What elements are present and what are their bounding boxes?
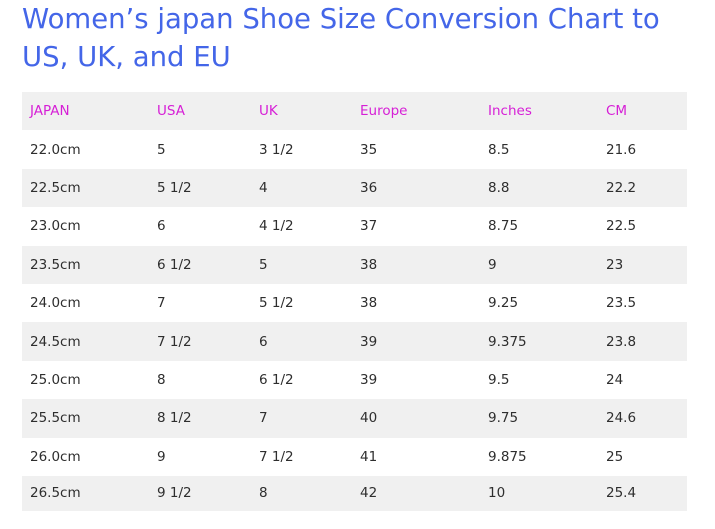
cell-usa: 7 1/2 bbox=[149, 322, 251, 361]
table-row: 25.0cm 8 6 1/2 39 9.5 24 bbox=[22, 360, 687, 400]
cell-cm: 23 bbox=[598, 245, 687, 284]
cell-usa: 5 1/2 bbox=[149, 168, 251, 208]
cell-japan: 23.5cm bbox=[22, 245, 149, 284]
header-cm: CM bbox=[598, 92, 687, 131]
cell-europe: 39 bbox=[352, 322, 480, 361]
cell-usa: 8 bbox=[149, 360, 251, 400]
cell-inches: 8.5 bbox=[480, 130, 598, 169]
cell-japan: 25.5cm bbox=[22, 399, 149, 438]
cell-uk: 3 1/2 bbox=[251, 130, 352, 169]
cell-usa: 6 1/2 bbox=[149, 245, 251, 284]
header-uk: UK bbox=[251, 92, 352, 131]
cell-uk: 7 bbox=[251, 399, 352, 438]
cell-japan: 22.5cm bbox=[22, 168, 149, 208]
cell-inches: 9.875 bbox=[480, 437, 598, 476]
header-usa: USA bbox=[149, 92, 251, 131]
cell-inches: 9.25 bbox=[480, 283, 598, 323]
cell-inches: 9.375 bbox=[480, 322, 598, 361]
cell-japan: 24.5cm bbox=[22, 322, 149, 361]
table-row: 25.5cm 8 1/2 7 40 9.75 24.6 bbox=[22, 399, 687, 438]
cell-japan: 25.0cm bbox=[22, 360, 149, 400]
cell-cm: 22.2 bbox=[598, 168, 687, 208]
cell-usa: 6 bbox=[149, 207, 251, 246]
cell-uk: 7 1/2 bbox=[251, 437, 352, 476]
cell-japan: 26.5cm bbox=[22, 475, 149, 511]
cell-usa: 7 bbox=[149, 283, 251, 323]
cell-cm: 25.4 bbox=[598, 475, 687, 511]
cell-cm: 24.6 bbox=[598, 399, 687, 438]
table-row: 24.5cm 7 1/2 6 39 9.375 23.8 bbox=[22, 322, 687, 361]
cell-japan: 23.0cm bbox=[22, 207, 149, 246]
cell-uk: 5 bbox=[251, 245, 352, 284]
header-inches: Inches bbox=[480, 92, 598, 131]
cell-cm: 23.5 bbox=[598, 283, 687, 323]
cell-uk: 5 1/2 bbox=[251, 283, 352, 323]
table-row: 22.5cm 5 1/2 4 36 8.8 22.2 bbox=[22, 168, 687, 208]
cell-inches: 9 bbox=[480, 245, 598, 284]
cell-usa: 9 1/2 bbox=[149, 475, 251, 511]
cell-europe: 40 bbox=[352, 399, 480, 438]
table-header-row: JAPAN USA UK Europe Inches CM bbox=[22, 92, 687, 131]
cell-inches: 8.75 bbox=[480, 207, 598, 246]
page-title: Women’s japan Shoe Size Conversion Chart… bbox=[22, 3, 660, 73]
cell-japan: 24.0cm bbox=[22, 283, 149, 323]
cell-cm: 21.6 bbox=[598, 130, 687, 169]
cell-japan: 26.0cm bbox=[22, 437, 149, 476]
cell-usa: 8 1/2 bbox=[149, 399, 251, 438]
cell-europe: 35 bbox=[352, 130, 480, 169]
cell-europe: 39 bbox=[352, 360, 480, 400]
header-japan: JAPAN bbox=[22, 92, 149, 131]
cell-usa: 5 bbox=[149, 130, 251, 169]
table-row: 26.5cm 9 1/2 8 42 10 25.4 bbox=[22, 475, 687, 511]
cell-europe: 37 bbox=[352, 207, 480, 246]
cell-cm: 23.8 bbox=[598, 322, 687, 361]
cell-usa: 9 bbox=[149, 437, 251, 476]
cell-cm: 25 bbox=[598, 437, 687, 476]
table-row: 24.0cm 7 5 1/2 38 9.25 23.5 bbox=[22, 283, 687, 323]
cell-cm: 22.5 bbox=[598, 207, 687, 246]
cell-uk: 6 1/2 bbox=[251, 360, 352, 400]
cell-europe: 41 bbox=[352, 437, 480, 476]
cell-europe: 36 bbox=[352, 168, 480, 208]
cell-japan: 22.0cm bbox=[22, 130, 149, 169]
shoe-size-table: JAPAN USA UK Europe Inches CM 22.0cm 5 3… bbox=[22, 92, 687, 511]
cell-europe: 42 bbox=[352, 475, 480, 511]
table-row: 23.0cm 6 4 1/2 37 8.75 22.5 bbox=[22, 207, 687, 246]
cell-uk: 4 bbox=[251, 168, 352, 208]
header-europe: Europe bbox=[352, 92, 480, 131]
cell-inches: 9.5 bbox=[480, 360, 598, 400]
cell-uk: 4 1/2 bbox=[251, 207, 352, 246]
cell-uk: 6 bbox=[251, 322, 352, 361]
cell-europe: 38 bbox=[352, 245, 480, 284]
cell-inches: 10 bbox=[480, 475, 598, 511]
cell-inches: 8.8 bbox=[480, 168, 598, 208]
cell-europe: 38 bbox=[352, 283, 480, 323]
cell-cm: 24 bbox=[598, 360, 687, 400]
table-row: 22.0cm 5 3 1/2 35 8.5 21.6 bbox=[22, 130, 687, 169]
cell-inches: 9.75 bbox=[480, 399, 598, 438]
table-row: 26.0cm 9 7 1/2 41 9.875 25 bbox=[22, 437, 687, 476]
table-row: 23.5cm 6 1/2 5 38 9 23 bbox=[22, 245, 687, 284]
cell-uk: 8 bbox=[251, 475, 352, 511]
